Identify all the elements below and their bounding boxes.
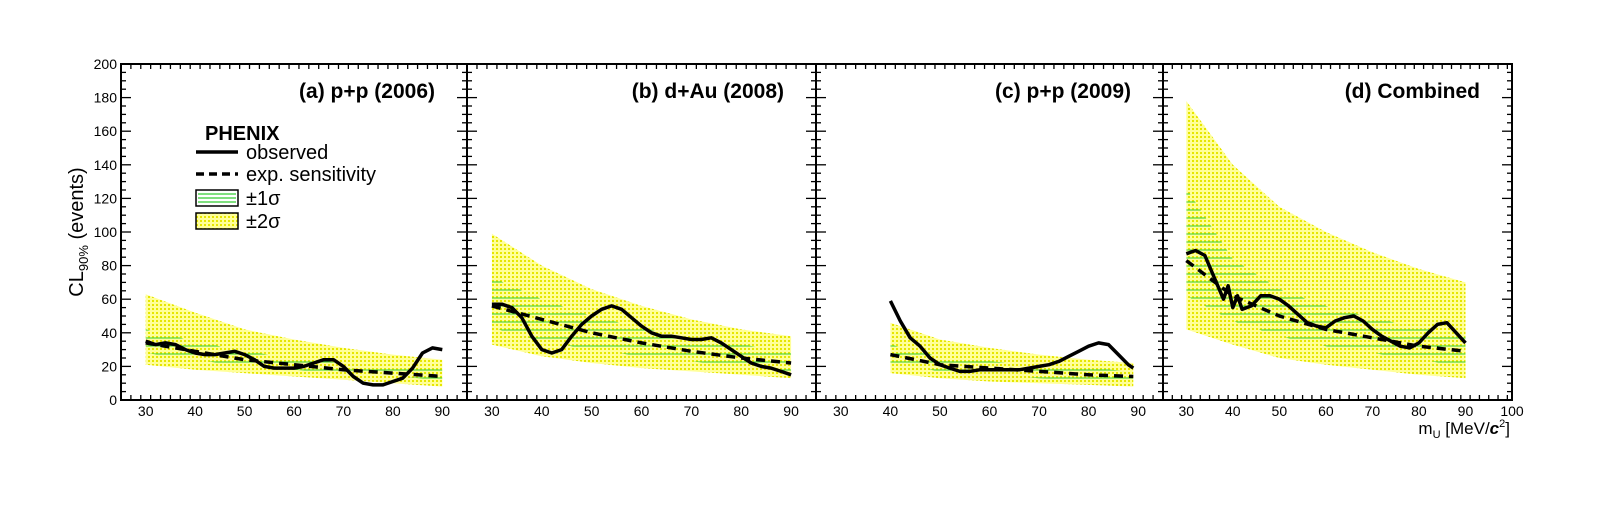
panel-1-title: (b) d+Au (2008) [632, 80, 784, 103]
panel-3-title: (d) Combined [1345, 80, 1480, 103]
panel-1-x-tick-label: 30 [484, 403, 500, 419]
panel-2: 30 40 50 60 70 80 90 (c) p+p (2009) [815, 63, 1164, 419]
y-tick-label: 60 [101, 291, 117, 307]
panel-2-x-tick-label: 90 [1130, 403, 1146, 419]
panel-0-band-2sigma [145, 294, 443, 387]
x-axis-label-open: [MeV/ [1441, 419, 1490, 438]
panel-2-plot [888, 300, 1135, 387]
y-tick-label: 200 [94, 56, 118, 72]
panel-0-observed-line [145, 339, 443, 387]
y-tick-label: 140 [94, 157, 118, 173]
panel-3-x-tick-label: 40 [1225, 403, 1241, 419]
panel-2-x-tick-label: 30 [833, 403, 849, 419]
x-axis-label-main: m [1418, 419, 1432, 438]
y-tick-label: 80 [101, 258, 117, 274]
panel-2-observed-line [888, 300, 1135, 374]
y-tick-label: 160 [94, 123, 118, 139]
panel-2-x-tick-label: 60 [982, 403, 998, 419]
panel-1-x-tick-label: 90 [783, 403, 799, 419]
legend-title: PHENIX [205, 123, 280, 145]
panel-0-x-tick-label: 80 [385, 403, 401, 419]
panel-2-x-tick-label: 50 [932, 403, 948, 419]
panel-1-x-tick-label: 60 [634, 403, 650, 419]
panel-3-observed-line [1185, 248, 1467, 350]
panel-3-x-tick-label: 50 [1272, 403, 1288, 419]
panel-0-plot [145, 294, 443, 387]
panel-3-x-tick-label: 60 [1318, 403, 1334, 419]
legend-one-sigma-label: ±1σ [246, 188, 281, 210]
legend-two-sigma-swatch [195, 212, 239, 230]
y-axis-label-sub: 90% [76, 245, 91, 271]
legend-expected-label: exp. sensitivity [246, 164, 376, 186]
panel-2-x-tick-label: 40 [883, 403, 899, 419]
panel-1-x-tick-label: 50 [584, 403, 600, 419]
panel-0-x-tick-label: 60 [286, 403, 302, 419]
panel-1-plot [491, 233, 792, 379]
panel-1-x-tick-label: 70 [684, 403, 700, 419]
x-axis-label: mU [MeV/c2] [1418, 418, 1510, 441]
panel-2-x-tick-label: 70 [1031, 403, 1047, 419]
y-axis-label-suffix: (events) [66, 167, 88, 245]
panel-0-x-tick-label: 30 [138, 403, 154, 419]
y-tick-label: 180 [94, 90, 118, 106]
panel-0-x-tick-label: 70 [336, 403, 352, 419]
y-tick-label: 20 [101, 358, 117, 374]
panel-3: 30 40 50 60 70 80 90 100 (d) Combined [1162, 63, 1524, 419]
legend-observed-label: observed [246, 142, 328, 164]
y-tick-label: 100 [94, 224, 118, 240]
panel-0-title: (a) p+p (2006) [299, 80, 435, 103]
panel-3-plot [1185, 101, 1467, 379]
y-tick-label: 120 [94, 190, 118, 206]
panel-0: 30 40 50 60 70 80 90 (a) p+p (2006) [120, 63, 468, 419]
x-axis-label-sub: U [1433, 429, 1441, 441]
y-axis-label: CL90% (events) [66, 167, 91, 296]
panel-0-x-tick-label: 40 [187, 403, 203, 419]
panel-0-x-tick-label: 90 [434, 403, 450, 419]
legend: PHENIX observed exp. sensitivity ±1σ ±2σ [195, 123, 376, 233]
panels-layer: 30 40 50 60 70 80 90 (a) p+p (2006) 30 40 50 60 70 80… [94, 56, 1524, 419]
panel-3-x-tick-label: 30 [1178, 403, 1194, 419]
panel-1: 30 40 50 60 70 80 90 (b) d+Au (2008) [466, 63, 817, 419]
panel-3-x-tick-label: 90 [1458, 403, 1474, 419]
panel-1-x-tick-label: 80 [733, 403, 749, 419]
y-tick-label: 0 [109, 392, 117, 408]
x-axis-label-close: ] [1505, 419, 1510, 438]
panel-3-x-tick-label: 100 [1500, 403, 1524, 419]
panel-3-band-2sigma [1186, 101, 1466, 379]
panel-1-observed-line [491, 302, 792, 377]
x-axis-label-c: c [1490, 419, 1500, 438]
y-tick-label: 40 [101, 325, 117, 341]
legend-one-sigma-swatch [195, 189, 239, 207]
panel-2-x-tick-label: 80 [1081, 403, 1097, 419]
panel-2-band-2sigma [890, 322, 1134, 387]
x-axis-label-sup: 2 [1499, 418, 1505, 430]
legend-two-sigma-label: ±2σ [246, 211, 281, 233]
panel-2-title: (c) p+p (2009) [995, 80, 1131, 103]
y-axis-label-main: CL [66, 271, 88, 297]
panel-1-x-tick-label: 40 [534, 403, 550, 419]
panel-3-x-tick-label: 70 [1365, 403, 1381, 419]
panel-3-x-tick-label: 80 [1411, 403, 1427, 419]
panel-0-x-tick-label: 50 [237, 403, 253, 419]
